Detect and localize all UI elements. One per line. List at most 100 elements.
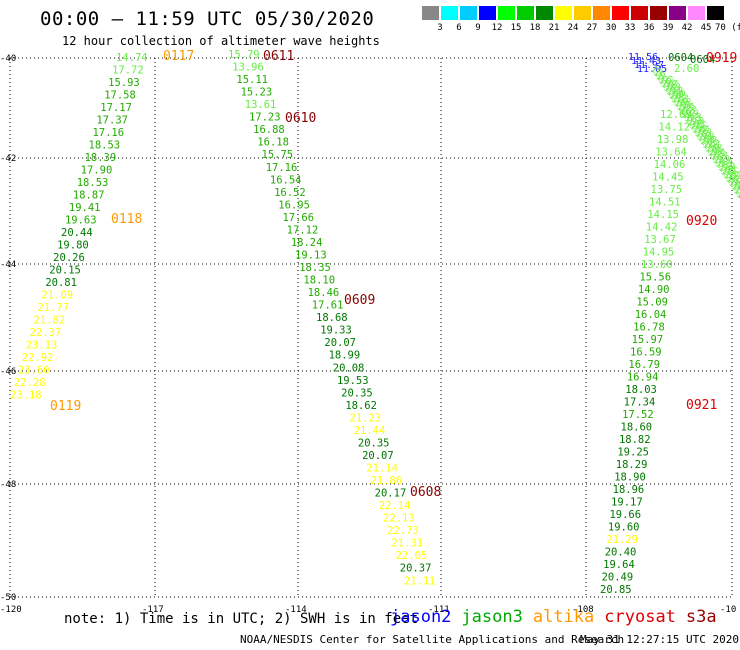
satellite-legend-entry: s3a: [685, 607, 717, 627]
track-left-value: 17.37: [96, 115, 128, 127]
track-right-value: 21.29: [606, 534, 638, 546]
track-mid-value: 20.08: [333, 362, 365, 374]
track-mid-value: 18.99: [329, 350, 361, 362]
track-mid-value: 19.13: [295, 249, 327, 261]
track-mid-value: 16.52: [274, 187, 306, 199]
track-right-value: 18.29: [616, 459, 648, 471]
map-grid: [9, 57, 733, 598]
legend-swatch: [688, 6, 705, 20]
time-label: 0611: [263, 49, 294, 64]
track-mid-value: 20.07: [362, 450, 394, 462]
legend-swatch: [574, 6, 591, 20]
track-right-value: 20.49: [602, 572, 634, 584]
track-left-value: 21.82: [34, 315, 66, 327]
legend-value: 33: [624, 23, 636, 33]
legend-value: 30: [605, 23, 617, 33]
legend-swatch: [555, 6, 572, 20]
track-mid-value: 17.66: [282, 212, 314, 224]
track-right-value: 19.60: [608, 522, 640, 534]
track-left-value: 23.13: [26, 340, 58, 352]
track-blue-value: 11.56: [628, 52, 658, 63]
track-right-value: 14.45: [652, 172, 684, 184]
lon-tick-label: -111: [428, 605, 450, 615]
track-right-value: 13.75: [651, 184, 683, 196]
time-label: 0119: [50, 399, 81, 414]
track-left-value: 22.37: [30, 327, 62, 339]
lon-tick-label: -117: [142, 605, 164, 615]
legend-swatch: [612, 6, 629, 20]
legend-swatch: [650, 6, 667, 20]
track-right-value: 20.85: [600, 584, 632, 596]
track-mid-value: 19.53: [337, 375, 369, 387]
track-mid-value: 18.62: [345, 400, 377, 412]
track-left-value: 17.17: [100, 102, 132, 114]
track-left-value: 18.39: [85, 152, 117, 164]
track-right-value: 17.34: [624, 397, 656, 409]
track-mid-value: 21.23: [350, 412, 382, 424]
track-mid-value: 21.44: [354, 425, 386, 437]
track-mid-value: 20.37: [400, 563, 432, 575]
legend-value: 18: [529, 23, 541, 33]
track-left-value: 17.72: [112, 65, 144, 77]
lon-tick-label: -108: [572, 605, 594, 615]
track-mid-value: 18.10: [303, 275, 335, 287]
track-corner-value: 0604: [668, 52, 693, 64]
track-mid-value: 17.16: [266, 162, 298, 174]
track-right-value: 13.67: [644, 234, 676, 246]
satellite-legend: jason2 jason3 altika cryosat s3a: [390, 607, 727, 627]
track-mid-value: 18.24: [291, 237, 323, 249]
track-right-value: 20.40: [605, 547, 637, 559]
satellite-legend-entry: jason3: [461, 607, 523, 627]
track-right-value: 19.17: [611, 497, 643, 509]
track-left-value: 17.90: [81, 165, 113, 177]
track-mid-value: 20.35: [341, 387, 373, 399]
track-right-value: 14.90: [638, 284, 670, 296]
track-right-value: 16.79: [628, 359, 660, 371]
track-left-value: 15.93: [108, 77, 140, 89]
track-blue-value: 11.43: [631, 56, 661, 67]
legend-swatch: [669, 6, 686, 20]
legend-swatch: [441, 6, 458, 20]
track-corner-value: 2.60: [674, 63, 699, 75]
legend-value: 39: [662, 23, 674, 33]
track-right-value: 14.95: [643, 247, 675, 259]
track-mid-value: 21.14: [366, 462, 398, 474]
track-left-value: 22.92: [22, 352, 54, 364]
track-left-value: 23.18: [10, 390, 42, 402]
track-right-value: 14.51: [649, 197, 681, 209]
footnote: note: 1) Time is in UTC; 2) SWH is in fe…: [64, 611, 419, 627]
track-right-value: 18.90: [614, 472, 646, 484]
track-right-value: 18.60: [621, 422, 653, 434]
time-label: 0117: [163, 49, 194, 64]
time-label: 0610: [285, 111, 316, 126]
legend-value: 21: [548, 23, 560, 33]
legend-value: 45: [700, 23, 712, 33]
lon-tick-label: -114: [285, 605, 307, 615]
track-mid-value: 22.73: [387, 525, 419, 537]
track-left-value: 17.58: [104, 90, 136, 102]
track-mid-value: 20.35: [358, 437, 390, 449]
time-label: 0609: [344, 293, 375, 308]
track-left-value: 14.74: [116, 52, 148, 64]
track-left-value: 18.53: [77, 177, 109, 189]
track-left-value: 19.80: [57, 240, 89, 252]
track-left-value: 18.87: [73, 190, 105, 202]
track-right-value: 13.64: [655, 147, 687, 159]
track-right-value: 15.97: [632, 334, 664, 346]
time-label: 0608: [410, 485, 441, 500]
track-right-value: 16.59: [630, 347, 662, 359]
track-mid-value: 16.95: [278, 199, 310, 211]
track-mid-value: 19.33: [320, 325, 352, 337]
legend-value: 15: [510, 23, 522, 33]
satellite-legend-entry: jason2: [390, 607, 452, 627]
satellite-legend-entry: cryosat: [604, 607, 676, 627]
track-right-value: 19.25: [617, 447, 649, 459]
track-right-value: 14.15: [647, 209, 679, 221]
track-right-value: 19.64: [603, 559, 635, 571]
legend-swatch: [460, 6, 477, 20]
time-label: 0118: [111, 212, 142, 227]
track-left-value: 20.81: [45, 277, 77, 289]
lat-tick-label: -50: [0, 593, 16, 603]
time-label: 0919: [706, 51, 737, 66]
